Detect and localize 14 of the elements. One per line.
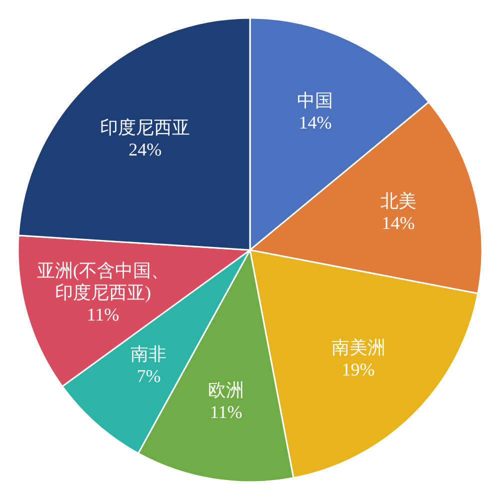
slice-label: 南美洲	[331, 337, 386, 358]
slice-label: 印度尼西亚	[100, 117, 190, 138]
data-label: 14%	[382, 212, 415, 233]
slice-label: 北美	[380, 190, 416, 211]
slice-label: 南非	[130, 344, 167, 364]
data-label: 19%	[342, 359, 375, 380]
slice-label: 亚洲(不含中国、印度尼西亚)	[36, 260, 169, 303]
data-label: 11%	[86, 304, 120, 325]
data-label: 14%	[298, 112, 332, 132]
data-label: 7%	[136, 366, 161, 386]
data-label: 24%	[128, 139, 162, 160]
data-label: 11%	[210, 402, 242, 422]
slice-label: 欧洲	[208, 380, 244, 400]
slice-label: 中国	[297, 90, 334, 110]
